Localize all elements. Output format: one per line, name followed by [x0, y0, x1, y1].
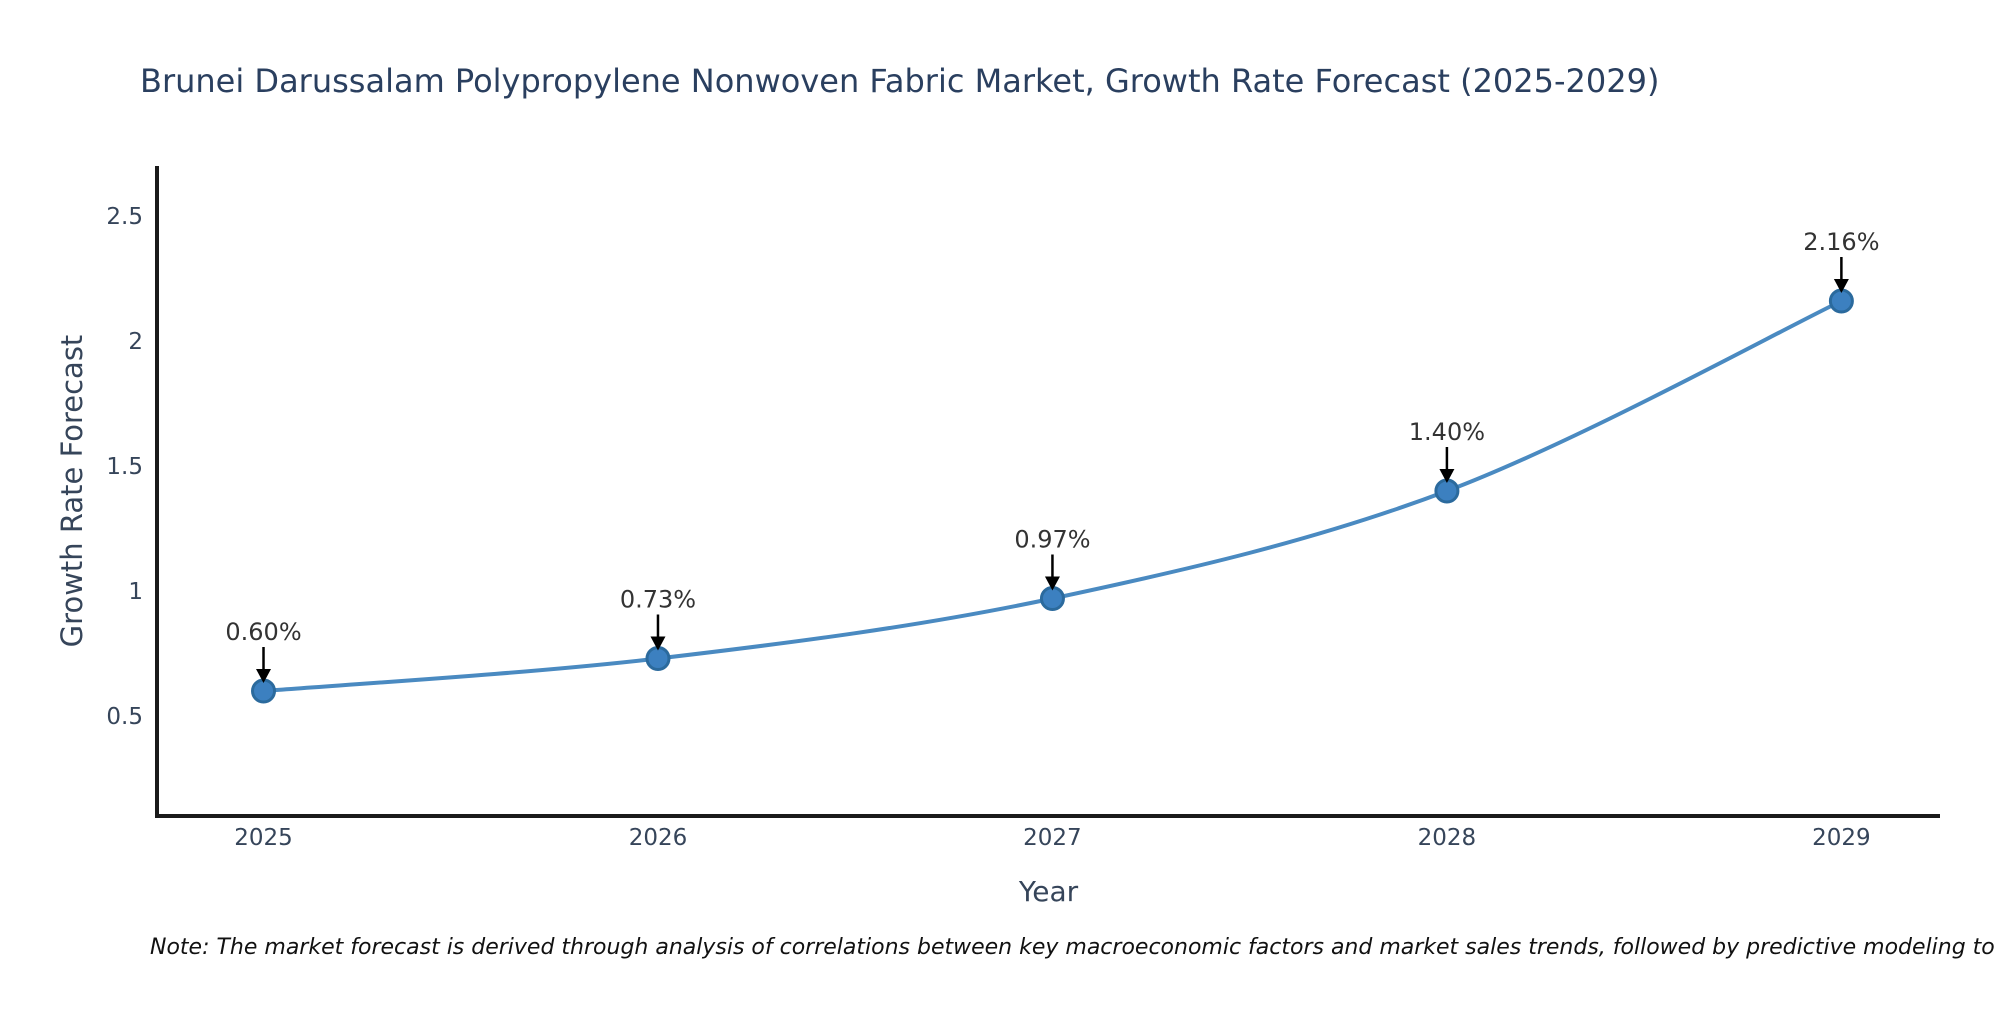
point-value-label: 2.16%	[1803, 228, 1879, 256]
point-value-label: 0.73%	[620, 586, 696, 614]
chart-container: Brunei Darussalam Polypropylene Nonwoven…	[40, 16, 2000, 1016]
footnote: Note: The market forecast is derived thr…	[150, 935, 2000, 960]
y-tick-label: 1.5	[106, 454, 143, 480]
x-tick-label: 2025	[234, 825, 293, 851]
y-tick-label: 0.5	[106, 704, 143, 730]
annotation-arrowhead	[650, 636, 666, 651]
point-value-label: 0.97%	[1014, 526, 1090, 554]
annotation-arrowhead	[256, 669, 272, 683]
x-tick-label: 2027	[1023, 825, 1082, 851]
growth-line	[261, 299, 1844, 693]
annotation-arrowhead	[1833, 279, 1849, 293]
data-point-marker	[1828, 288, 1854, 314]
chart-svg: 2025 2026 2027 2028 2029 0.5 1 1.5 2 2.5 0.60% 0.73…	[106, 166, 1940, 851]
data-point-marker	[1434, 478, 1460, 504]
x-tick-label: 2026	[629, 825, 688, 851]
y-tick-label: 2.5	[106, 204, 143, 230]
annotation-arrowhead	[1044, 576, 1060, 591]
annotation-arrowhead	[1439, 469, 1455, 483]
point-value-label: 1.40%	[1409, 418, 1485, 446]
point-value-label: 0.60%	[225, 618, 301, 646]
x-axis-title: Year	[1018, 875, 1079, 908]
axis-spines	[155, 166, 1940, 818]
y-tick-label: 2	[128, 329, 143, 355]
data-point-marker	[1039, 586, 1065, 611]
data-point-marker	[645, 646, 671, 671]
y-tick-label: 1	[128, 579, 143, 605]
data-point-marker	[251, 678, 277, 704]
chart-title: Brunei Darussalam Polypropylene Nonwoven…	[140, 62, 1660, 100]
x-tick-label: 2029	[1812, 825, 1871, 851]
x-tick-label: 2028	[1418, 825, 1477, 851]
